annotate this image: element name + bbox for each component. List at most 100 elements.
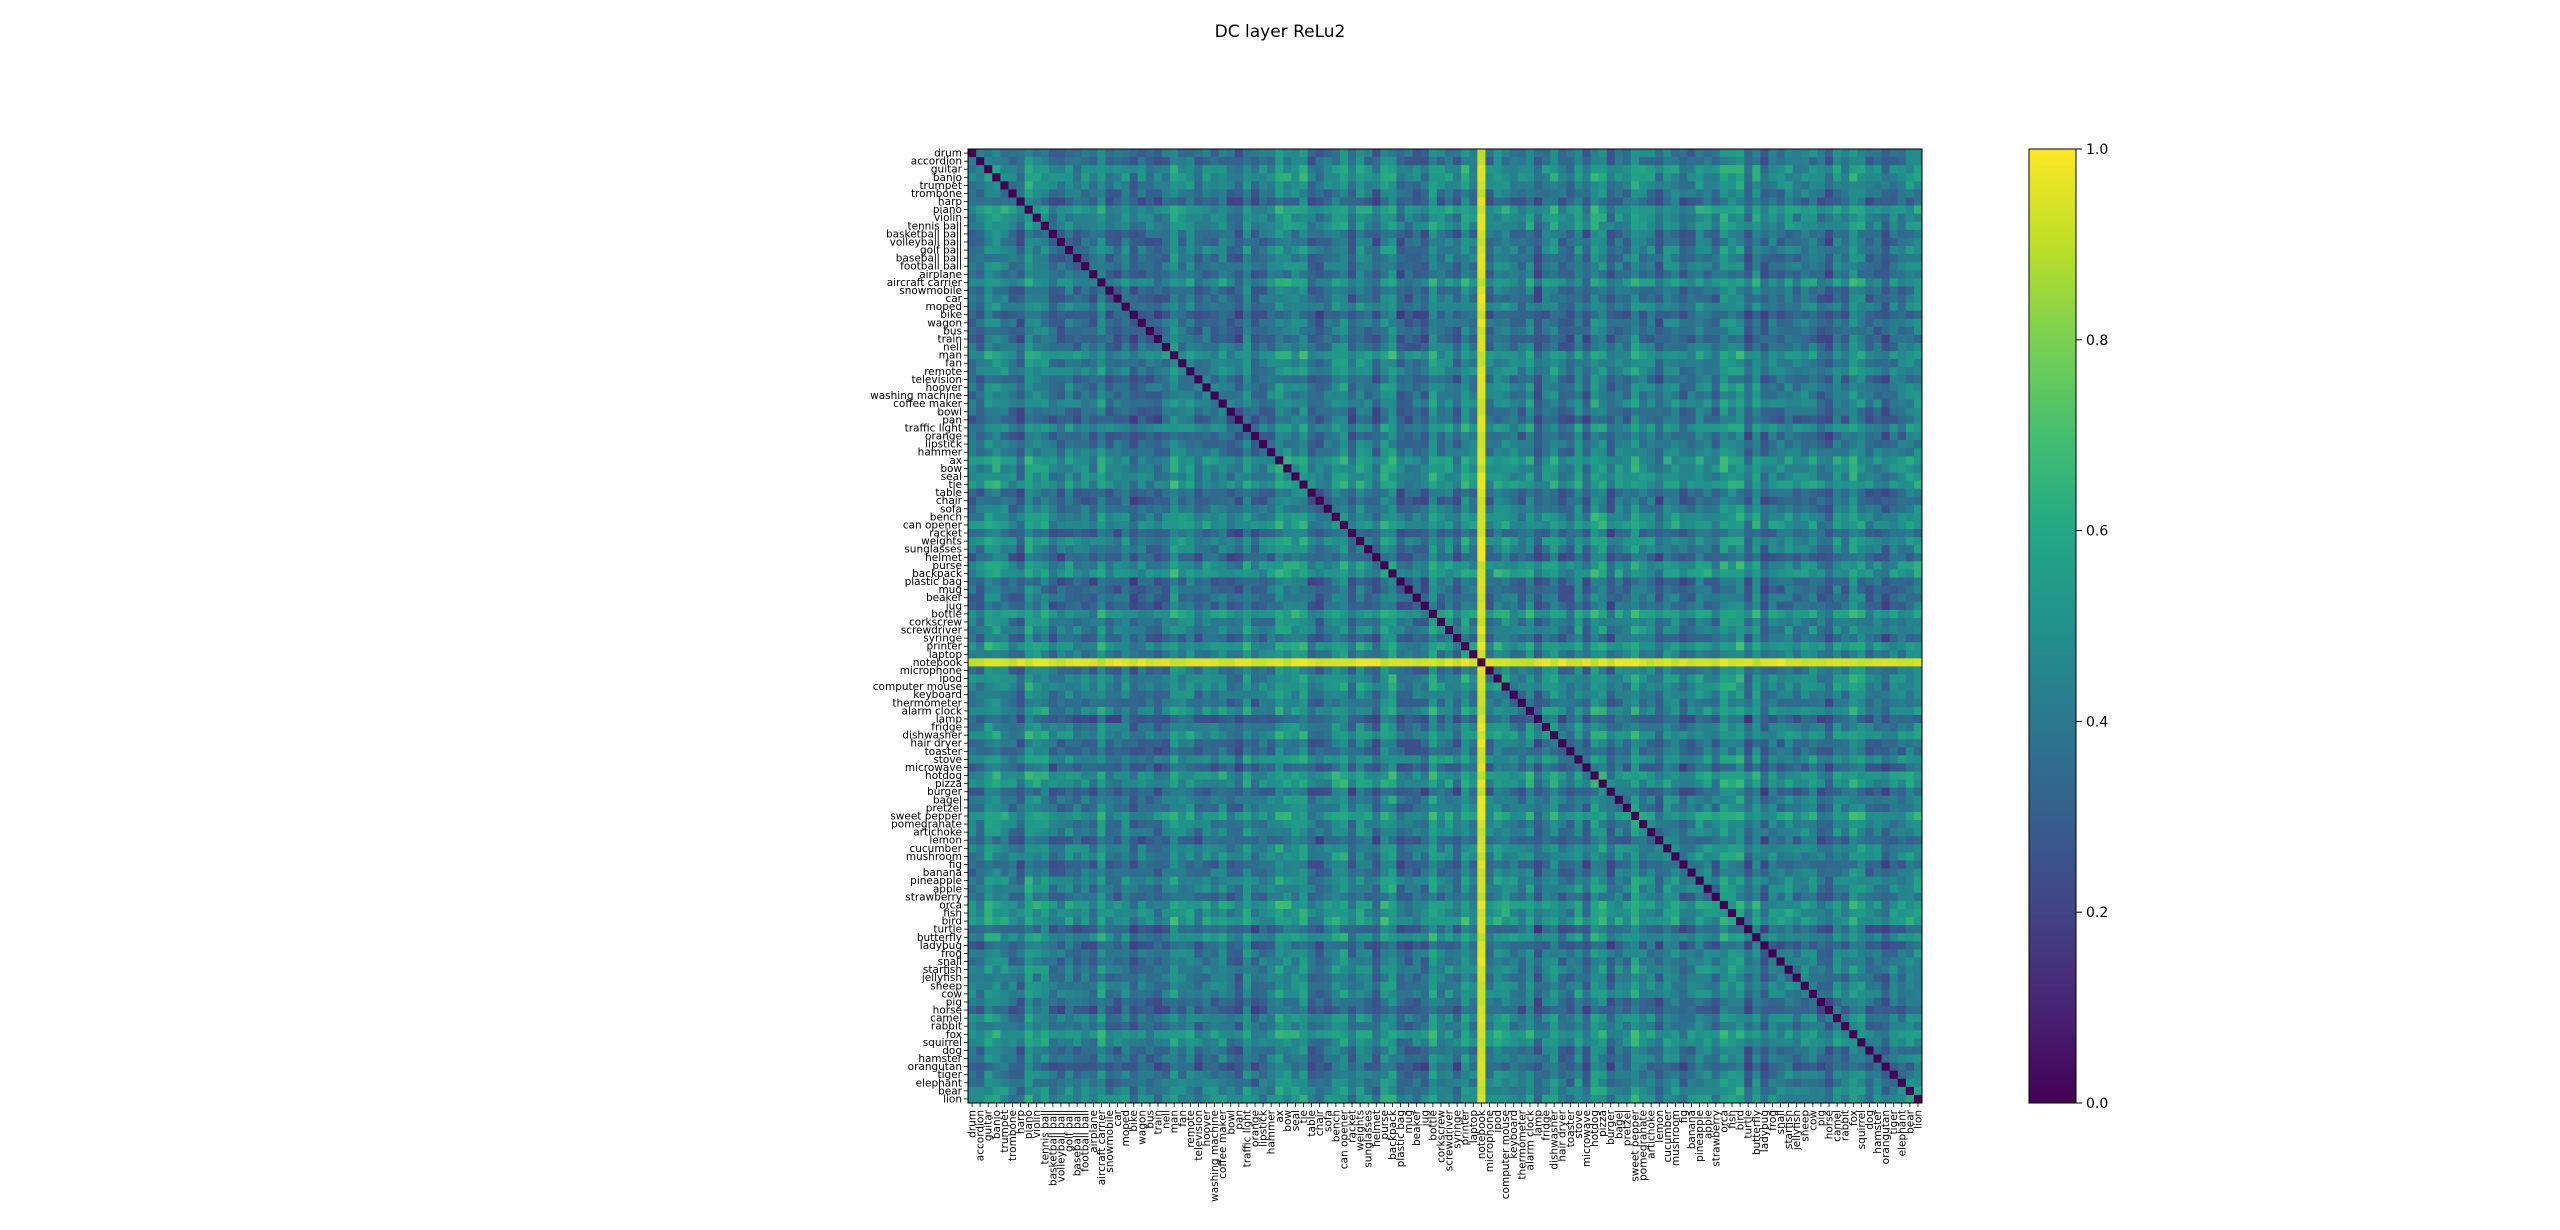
heatmap-cell: [1784, 440, 1794, 449]
heatmap-cell: [1598, 173, 1608, 182]
heatmap-cell: [1242, 423, 1252, 433]
heatmap-cell: [1550, 375, 1559, 384]
heatmap-cell: [1315, 456, 1325, 465]
heatmap-cell: [1614, 448, 1624, 457]
heatmap-cell: [1445, 359, 1454, 368]
heatmap-cell: [1153, 165, 1163, 174]
heatmap-cell: [1485, 254, 1494, 263]
heatmap-cell: [1768, 221, 1777, 231]
heatmap-cell: [984, 464, 993, 473]
heatmap-cell: [1517, 351, 1527, 360]
heatmap-cell: [1736, 326, 1745, 336]
heatmap-cell: [1889, 318, 1899, 328]
heatmap-cell: [1679, 440, 1688, 449]
heatmap-cell: [1283, 262, 1292, 271]
heatmap-cell: [1509, 149, 1519, 158]
heatmap-cell: [1315, 157, 1325, 166]
heatmap-cell: [1647, 480, 1656, 489]
heatmap-cell: [1703, 480, 1713, 489]
heatmap-cell: [1339, 213, 1349, 223]
heatmap-cell: [1574, 229, 1583, 239]
heatmap-cell: [1299, 302, 1308, 312]
heatmap-cell: [1865, 464, 1874, 473]
heatmap-cell: [1089, 278, 1098, 287]
heatmap-cell: [1865, 456, 1874, 465]
heatmap-cell: [1679, 157, 1688, 166]
heatmap-cell: [1186, 415, 1195, 425]
heatmap-cell: [1776, 431, 1785, 441]
heatmap-cell: [1857, 480, 1866, 489]
heatmap-cell: [1598, 359, 1608, 368]
heatmap-cell: [1356, 302, 1365, 312]
heatmap-cell: [1517, 262, 1527, 271]
heatmap-cell: [1388, 278, 1397, 287]
heatmap-cell: [1719, 415, 1729, 425]
heatmap-cell: [1242, 181, 1252, 190]
heatmap-cell: [1614, 181, 1624, 190]
heatmap-cell: [1299, 254, 1308, 263]
heatmap-cell: [1800, 359, 1810, 368]
heatmap-cell: [1113, 237, 1123, 247]
heatmap-cell: [1630, 464, 1640, 473]
heatmap-cell: [1736, 334, 1745, 344]
heatmap-cell: [1598, 254, 1608, 263]
heatmap-cell: [1267, 423, 1276, 433]
heatmap-cell: [1420, 440, 1430, 449]
heatmap-cell: [1485, 334, 1494, 344]
heatmap-cell: [1331, 391, 1341, 401]
heatmap-cell: [1364, 278, 1373, 287]
heatmap-cell: [1800, 423, 1810, 433]
heatmap-cell: [1889, 367, 1899, 376]
heatmap-cell: [1469, 237, 1478, 247]
heatmap-cell: [1040, 165, 1050, 174]
heatmap-cell: [1606, 472, 1616, 481]
heatmap-cell: [1081, 294, 1090, 304]
heatmap-cell: [1331, 173, 1341, 182]
heatmap-cell: [1412, 334, 1422, 344]
heatmap-cell: [1606, 302, 1616, 312]
heatmap-cell: [1913, 415, 1923, 425]
heatmap-cell: [1752, 456, 1761, 465]
heatmap-cell: [1040, 351, 1050, 360]
heatmap-cell: [1485, 270, 1494, 279]
heatmap-cell: [1364, 472, 1373, 481]
heatmap-cell: [1065, 205, 1074, 215]
heatmap-cell: [1445, 310, 1454, 320]
heatmap-cell: [1008, 149, 1017, 158]
heatmap-cell: [1542, 375, 1551, 384]
heatmap-cell: [1299, 415, 1308, 425]
heatmap-cell: [1841, 359, 1850, 368]
heatmap-cell: [1525, 383, 1535, 392]
heatmap-cell: [1194, 270, 1203, 279]
heatmap-cell: [1162, 197, 1171, 206]
heatmap-cell: [1299, 375, 1308, 384]
heatmap-cell: [1000, 221, 1009, 231]
heatmap-cell: [1719, 383, 1729, 392]
heatmap-cell: [1784, 351, 1794, 360]
heatmap-cell: [1501, 157, 1511, 166]
heatmap-cell: [1081, 165, 1090, 174]
heatmap-cell: [1598, 440, 1608, 449]
heatmap-cell: [1145, 448, 1155, 457]
heatmap-cell: [1226, 472, 1236, 481]
heatmap-cell: [1404, 286, 1414, 295]
heatmap-cell: [1056, 302, 1066, 312]
heatmap-cell: [1008, 367, 1017, 376]
heatmap-cell: [1372, 165, 1381, 174]
heatmap-cell: [1857, 464, 1866, 473]
heatmap-cell: [1226, 464, 1236, 473]
heatmap-cell: [1857, 351, 1866, 360]
heatmap-cell: [1412, 480, 1422, 489]
heatmap-cell: [1428, 270, 1438, 279]
heatmap-cell: [1590, 205, 1600, 215]
heatmap-cell: [1113, 149, 1123, 158]
heatmap-cell: [1647, 205, 1656, 215]
heatmap-cell: [1849, 310, 1858, 320]
heatmap-cell: [1162, 213, 1171, 223]
heatmap-cell: [1056, 343, 1066, 352]
heatmap-cell: [1194, 237, 1203, 247]
heatmap-cell: [1396, 334, 1405, 344]
heatmap-cell: [1881, 302, 1891, 312]
heatmap-cell: [1380, 343, 1389, 352]
heatmap-cell: [1542, 480, 1551, 489]
